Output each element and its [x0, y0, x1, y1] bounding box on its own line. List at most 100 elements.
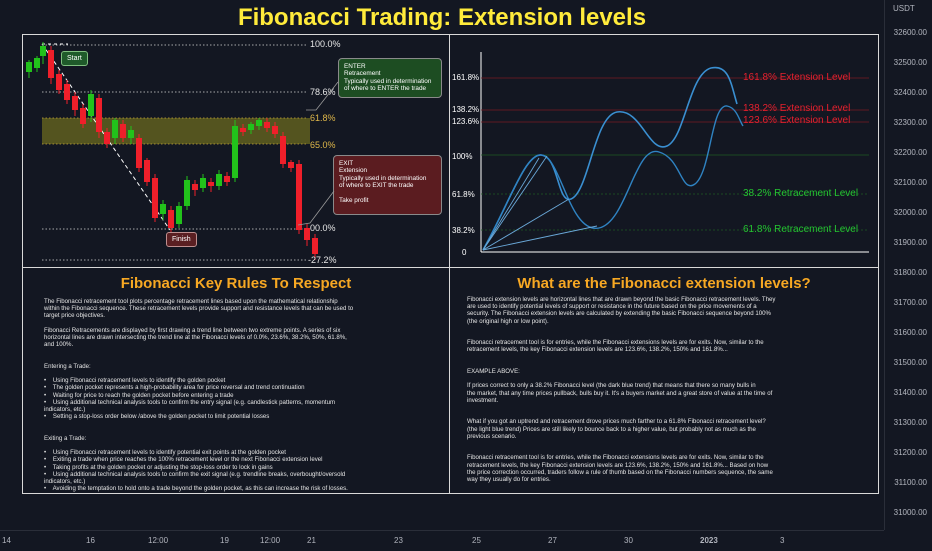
candle-body: [216, 174, 222, 186]
dark-blue-trend: [482, 66, 738, 251]
time-tick-label: 23: [394, 536, 403, 545]
price-tick-label: 32600.00: [893, 28, 927, 37]
candle-body: [120, 124, 126, 138]
ext-y-label: 138.2%: [452, 105, 480, 114]
price-tick-label: 32000.00: [893, 208, 927, 217]
candle-body: [264, 122, 270, 128]
ext-y-label: 100%: [452, 152, 473, 161]
candle-body: [312, 238, 318, 254]
fib-label-618: 61.8%: [310, 113, 336, 123]
candle-body: [240, 128, 246, 132]
time-tick-label: 14: [2, 536, 11, 545]
time-tick-label: 16: [86, 536, 95, 545]
candle-body: [152, 178, 158, 218]
light-blue-trend: [482, 105, 744, 251]
ext-label-1382: 138.2% Extension Level: [743, 103, 851, 114]
ext-y-label: 123.6%: [452, 117, 480, 126]
price-tick-label: 31100.00: [894, 478, 927, 487]
candle-body: [208, 182, 214, 186]
time-tick-label: 21: [307, 536, 316, 545]
time-tick-label: 12:00: [260, 536, 281, 545]
rules-text: The Fibonacci retracement tool plots per…: [44, 298, 354, 493]
candle-body: [80, 108, 86, 124]
candle-body: [184, 180, 190, 206]
candle-body: [96, 98, 102, 132]
price-tick-label: 32100.00: [893, 178, 927, 187]
candle-body: [104, 132, 110, 144]
price-tick-label: 31500.00: [893, 358, 927, 367]
extension-info-panel: [449, 267, 879, 494]
candle-body: [144, 160, 150, 182]
candle-body: [56, 74, 62, 90]
candle-body: [200, 178, 206, 188]
time-tick-label: 12:00: [148, 536, 169, 545]
candle-body: [192, 184, 198, 190]
price-tick-label: 31000.00: [893, 508, 927, 517]
candle-body: [224, 176, 230, 182]
candle-body: [136, 138, 142, 168]
price-tick-label: 31200.00: [893, 448, 927, 457]
candle-body: [64, 84, 70, 100]
candle-body: [112, 120, 118, 138]
candle-body: [272, 126, 278, 134]
candle-body: [72, 96, 78, 110]
extension-info-heading: What are the Fibonacci extension levels?: [517, 275, 811, 292]
time-tick-label: 19: [220, 536, 229, 545]
price-tick-label: 32400.00: [893, 88, 927, 97]
candle-body: [160, 204, 166, 214]
page-title: Fibonacci Trading: Extension levels: [237, 4, 647, 31]
time-tick-label: 3: [780, 536, 785, 545]
candle-body: [40, 46, 46, 56]
time-tick-label: 30: [624, 536, 633, 545]
candle-body: [34, 58, 40, 68]
time-tick-label: 25: [472, 536, 481, 545]
candle-body: [88, 94, 94, 116]
candle-body: [304, 228, 310, 240]
ret-label-618: 61.8% Retracement Level: [743, 224, 859, 235]
price-tick-label: 31400.00: [893, 388, 927, 397]
candle-body: [48, 50, 54, 78]
retracement-chart[interactable]: [22, 34, 450, 268]
ext-label-1618: 161.8% Extension Level: [743, 72, 851, 83]
extension-info-text: Fibonacci extension levels are horizonta…: [467, 296, 776, 484]
ext-y-label: 161.8%: [452, 73, 480, 82]
time-axis[interactable]: 14 16 12:00 19 12:00 21 23 25 27 30 2023 3: [0, 530, 884, 551]
candle-body: [168, 210, 174, 228]
enter-note-pointer: [306, 81, 339, 111]
extension-chart[interactable]: [449, 34, 879, 268]
fib-label-000: 00.0%: [310, 223, 336, 233]
price-tick-label: 32500.00: [893, 58, 927, 67]
exit-note: EXIT Extension Typically used in determi…: [333, 155, 442, 215]
rules-heading: Fibonacci Key Rules To Respect: [120, 275, 352, 292]
enter-note: ENTER Retracement Typically used in dete…: [338, 58, 442, 98]
price-axis[interactable]: USDT 32600.00 32500.00 32400.00 32300.00 322…: [884, 0, 932, 530]
candle-body: [176, 206, 182, 224]
price-tick-label: 32200.00: [893, 148, 927, 157]
ext-y-label: 0: [462, 248, 467, 257]
exit-note-pointer: [297, 190, 335, 226]
candle-body: [256, 120, 262, 126]
fib-label-786: 78.6%: [310, 87, 336, 97]
price-tick-label: 31700.00: [893, 298, 927, 307]
price-tick-label: 32300.00: [893, 118, 927, 127]
price-tick-label: 31600.00: [893, 328, 927, 337]
candle-body: [232, 126, 238, 178]
price-tick-label: 31800.00: [893, 268, 927, 277]
time-tick-label: 27: [548, 536, 557, 545]
time-tick-label: 2023: [700, 536, 718, 545]
ext-y-label: 38.2%: [452, 226, 475, 235]
ext-y-label: 61.8%: [452, 190, 475, 199]
candle-body: [128, 130, 134, 138]
candle-body: [296, 164, 302, 230]
candle-body: [248, 124, 254, 130]
ext-label-1236: 123.6% Extension Level: [743, 115, 851, 126]
candle-body: [288, 162, 294, 168]
finish-tag: Finish: [166, 232, 197, 247]
candle-body: [280, 136, 286, 164]
currency-label: USDT: [893, 4, 915, 13]
price-tick-label: 31300.00: [893, 418, 927, 427]
fib-label-650: 65.0%: [310, 140, 336, 150]
start-tag: Start: [61, 51, 88, 66]
fib-label-100: 100.0%: [310, 39, 341, 49]
candle-body: [26, 62, 32, 72]
